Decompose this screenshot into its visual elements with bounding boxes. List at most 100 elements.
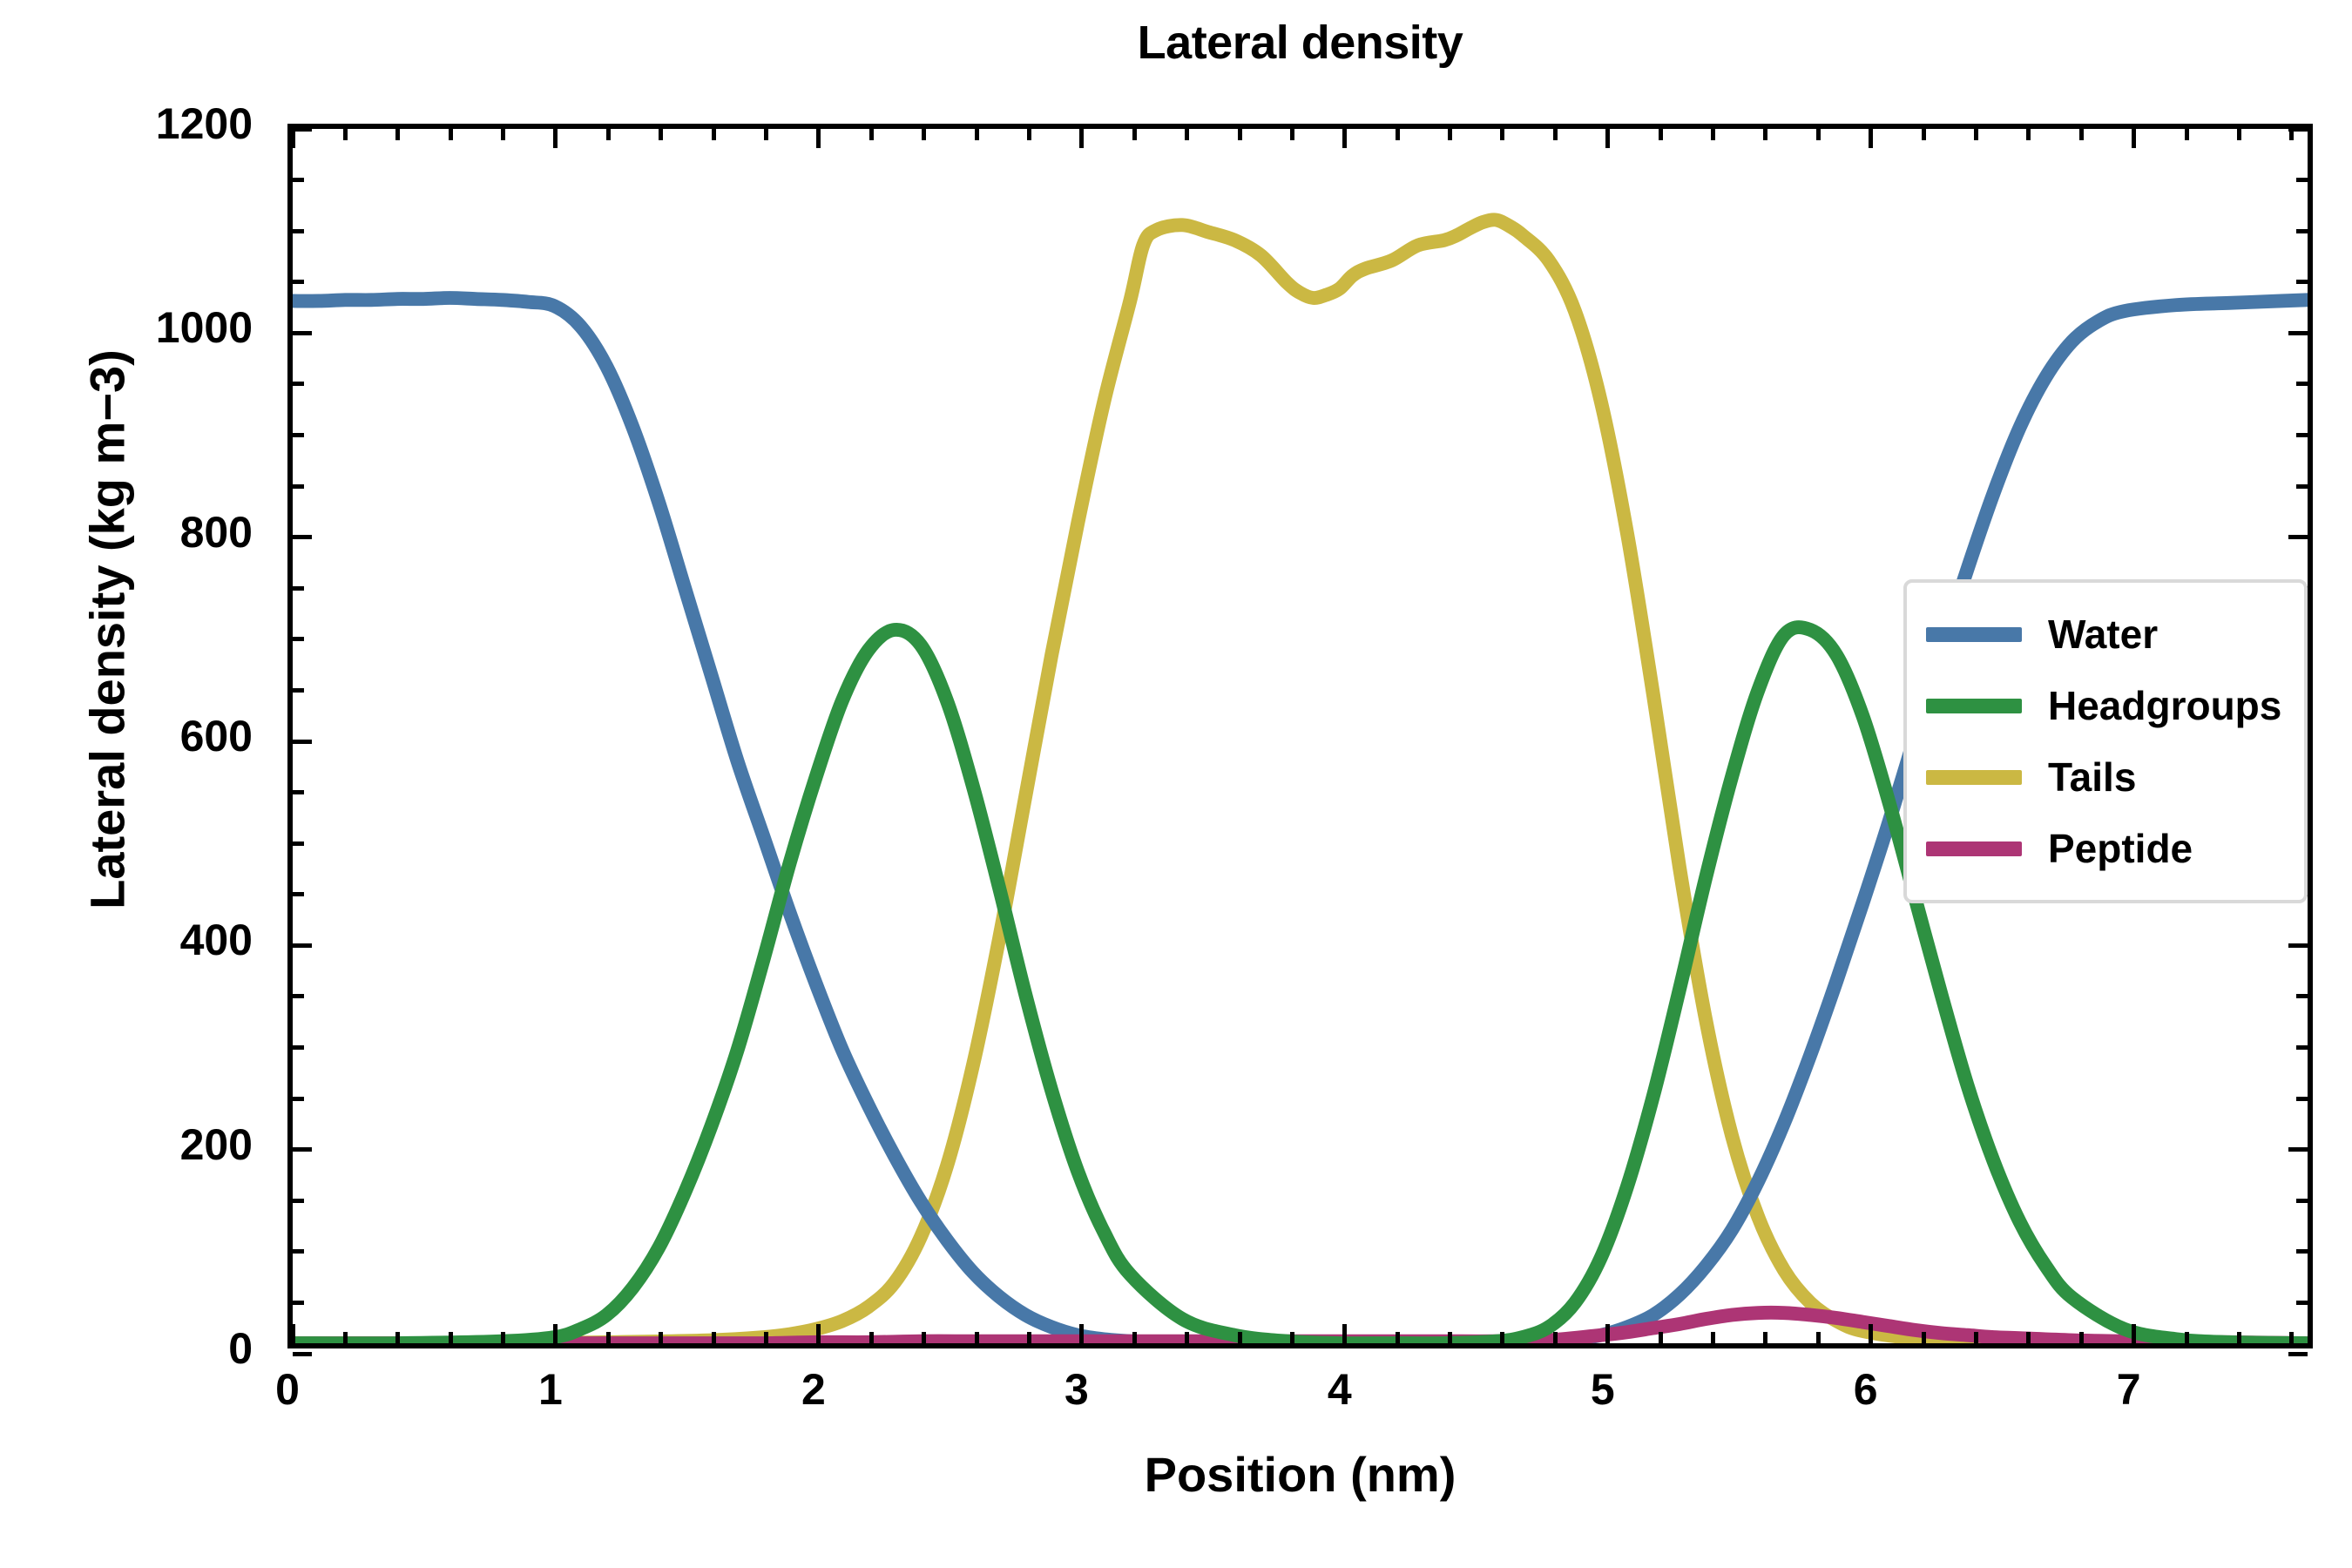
y-tick-right — [2296, 1096, 2308, 1101]
x-tick — [342, 1332, 348, 1343]
y-tick — [293, 943, 312, 948]
x-tick — [1658, 1332, 1663, 1343]
x-tick — [764, 1332, 768, 1343]
x-tick — [290, 1324, 295, 1343]
x-tick — [1605, 1324, 1611, 1343]
legend-swatch-icon — [1926, 841, 2022, 856]
x-tick — [1132, 1332, 1137, 1343]
x-tick-top — [2236, 129, 2241, 140]
x-tick-top — [974, 129, 979, 140]
y-tick — [293, 280, 304, 285]
x-tick — [1079, 1324, 1085, 1343]
x-tick-top — [2289, 129, 2295, 140]
x-tick-top — [868, 129, 874, 140]
x-tick-top — [1711, 129, 1716, 140]
y-tick-right — [2296, 1198, 2308, 1203]
x-tick-top — [2132, 129, 2137, 148]
x-tick-top — [1869, 129, 1874, 148]
x-tick — [1973, 1332, 1978, 1343]
x-tick — [501, 1332, 506, 1343]
x-tick-top — [1185, 129, 1190, 140]
x-tick-top — [2026, 129, 2031, 140]
x-tick-label: 6 — [1853, 1365, 1878, 1414]
series-line-tails — [293, 213, 2308, 1343]
x-tick-top — [1658, 129, 1663, 140]
y-tick-right — [2288, 1351, 2308, 1356]
y-tick — [293, 1045, 304, 1050]
y-tick — [293, 585, 304, 591]
y-tick — [293, 382, 304, 387]
y-tick-label: 400 — [179, 916, 253, 965]
x-tick — [1711, 1332, 1716, 1343]
legend-swatch-icon — [1926, 698, 2022, 713]
x-tick-top — [553, 129, 558, 148]
x-tick — [1500, 1332, 1505, 1343]
y-tick-right — [2296, 228, 2308, 233]
legend-item-label: Tails — [2048, 754, 2137, 800]
x-tick — [2026, 1332, 2031, 1343]
y-tick-right — [2296, 1300, 2308, 1305]
x-tick-top — [1448, 129, 1453, 140]
x-tick-top — [605, 129, 611, 140]
x-tick — [1448, 1332, 1453, 1343]
y-tick — [293, 483, 304, 489]
legend-item-headgroups[interactable]: Headgroups — [1926, 670, 2281, 741]
x-tick-label: 4 — [1327, 1365, 1352, 1414]
y-tick — [293, 330, 312, 335]
y-tick-label: 200 — [179, 1119, 253, 1169]
legend-item-water[interactable]: Water — [1926, 598, 2281, 670]
y-tick — [293, 994, 304, 999]
x-tick — [2132, 1324, 2137, 1343]
legend-item-tails[interactable]: Tails — [1926, 741, 2281, 813]
x-tick-label: 5 — [1590, 1365, 1615, 1414]
x-tick-top — [1815, 129, 1821, 140]
x-tick-top — [922, 129, 927, 140]
x-tick — [1815, 1332, 1821, 1343]
x-tick-top — [1237, 129, 1242, 140]
x-tick — [1342, 1324, 1348, 1343]
x-tick-top — [1500, 129, 1505, 140]
x-tick-top — [2184, 129, 2189, 140]
x-tick-top — [1079, 129, 1085, 148]
y-tick — [293, 841, 304, 846]
x-tick — [1395, 1332, 1400, 1343]
y-tick-right — [2296, 1249, 2308, 1254]
y-tick-label: 800 — [179, 507, 253, 557]
x-tick-top — [342, 129, 348, 140]
x-tick — [659, 1332, 664, 1343]
y-tick — [293, 739, 312, 744]
x-tick — [1237, 1332, 1242, 1343]
legend-item-peptide[interactable]: Peptide — [1926, 813, 2281, 884]
x-tick-top — [1552, 129, 1558, 140]
x-axis-label: Position (nm) — [1144, 1447, 1456, 1502]
legend-item-label: Water — [2048, 612, 2159, 657]
y-tick-right — [2296, 1045, 2308, 1050]
x-tick-top — [659, 129, 664, 140]
x-tick-top — [448, 129, 453, 140]
y-tick-label: 600 — [179, 712, 253, 760]
y-tick-right — [2296, 483, 2308, 489]
y-tick-label: 1200 — [155, 99, 253, 148]
x-tick-top — [1763, 129, 1768, 140]
y-tick — [293, 892, 304, 897]
y-tick — [293, 433, 304, 437]
x-tick-top — [1132, 129, 1137, 140]
y-tick — [293, 637, 304, 642]
y-tick — [293, 1147, 312, 1152]
y-tick — [293, 1351, 312, 1356]
x-tick-top — [1973, 129, 1978, 140]
x-tick-top — [1605, 129, 1611, 148]
y-tick — [293, 1300, 304, 1305]
x-tick-label: 0 — [275, 1365, 300, 1414]
x-tick-label: 3 — [1064, 1365, 1089, 1414]
y-tick — [293, 535, 312, 540]
x-tick — [395, 1332, 401, 1343]
x-tick — [1552, 1332, 1558, 1343]
x-tick — [2184, 1332, 2189, 1343]
y-tick — [293, 790, 304, 795]
legend: Water Headgroups Tails Peptide — [1903, 579, 2308, 903]
y-tick-right — [2296, 178, 2308, 183]
y-tick — [293, 1198, 304, 1203]
y-axis-label: Lateral density (kg m−3) — [79, 349, 135, 909]
x-tick — [448, 1332, 453, 1343]
